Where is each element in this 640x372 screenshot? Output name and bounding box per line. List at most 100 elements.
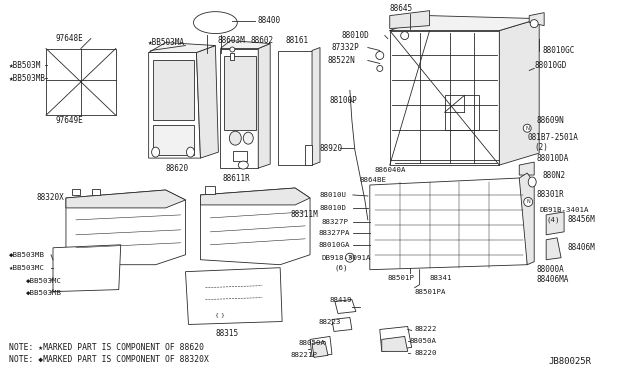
Polygon shape xyxy=(46,48,116,115)
Text: 88620: 88620 xyxy=(166,164,189,173)
Text: 97649E: 97649E xyxy=(56,116,84,125)
Polygon shape xyxy=(312,48,320,165)
Text: 88320X: 88320X xyxy=(36,193,64,202)
Text: 88501P: 88501P xyxy=(388,275,415,280)
Polygon shape xyxy=(220,41,270,48)
Polygon shape xyxy=(390,31,499,165)
Polygon shape xyxy=(152,125,195,155)
Text: ★BB503M: ★BB503M xyxy=(9,61,42,70)
Polygon shape xyxy=(234,151,247,161)
Text: 88301R: 88301R xyxy=(536,190,564,199)
Text: 886040A: 886040A xyxy=(375,167,406,173)
Polygon shape xyxy=(258,44,270,168)
Text: 88161: 88161 xyxy=(285,36,308,45)
Text: ★BB503MA: ★BB503MA xyxy=(148,38,185,47)
Polygon shape xyxy=(390,16,539,31)
Text: 88000A: 88000A xyxy=(536,265,564,274)
Text: DB91B-3401A: DB91B-3401A xyxy=(539,207,589,213)
Ellipse shape xyxy=(193,12,237,33)
Text: 88010D: 88010D xyxy=(342,31,370,40)
Text: ◆BB503MB: ◆BB503MB xyxy=(9,252,45,258)
Text: 88315: 88315 xyxy=(216,329,239,338)
Text: { }: { } xyxy=(216,312,225,317)
Text: NOTE: ◆MARKED PART IS COMPONENT OF 88320X: NOTE: ◆MARKED PART IS COMPONENT OF 88320… xyxy=(9,355,209,364)
Text: 88602: 88602 xyxy=(250,36,273,45)
Text: 88341: 88341 xyxy=(429,275,452,280)
Text: 88221P: 88221P xyxy=(290,352,317,358)
Ellipse shape xyxy=(230,47,235,52)
Polygon shape xyxy=(499,19,539,165)
Polygon shape xyxy=(332,318,352,331)
Polygon shape xyxy=(335,299,356,314)
Ellipse shape xyxy=(524,124,531,132)
Polygon shape xyxy=(72,189,80,195)
Text: 88419: 88419 xyxy=(330,296,353,302)
Polygon shape xyxy=(519,173,534,265)
Text: 88010U: 88010U xyxy=(320,192,347,198)
Ellipse shape xyxy=(346,253,355,262)
Text: ◆BB503MC: ◆BB503MC xyxy=(26,278,62,283)
Ellipse shape xyxy=(229,131,241,145)
Text: 88223: 88223 xyxy=(318,320,340,326)
Polygon shape xyxy=(220,48,258,168)
Text: 88010GC: 88010GC xyxy=(542,46,575,55)
Text: N: N xyxy=(526,199,530,205)
Polygon shape xyxy=(92,189,100,195)
Ellipse shape xyxy=(528,177,536,187)
Polygon shape xyxy=(200,188,310,205)
Text: 88050A: 88050A xyxy=(410,339,436,344)
Text: 88406MA: 88406MA xyxy=(536,275,568,284)
Text: 88220: 88220 xyxy=(415,350,437,356)
Text: 88645: 88645 xyxy=(390,4,413,13)
Text: 8864BE: 8864BE xyxy=(360,177,387,183)
Polygon shape xyxy=(230,52,234,61)
Polygon shape xyxy=(53,245,121,292)
Text: N: N xyxy=(348,255,352,260)
Polygon shape xyxy=(529,13,544,26)
Text: 88920: 88920 xyxy=(320,144,343,153)
Text: JB80025R: JB80025R xyxy=(548,357,591,366)
Text: 88522N: 88522N xyxy=(328,56,356,65)
Ellipse shape xyxy=(530,20,538,28)
Text: 88609N: 88609N xyxy=(536,116,564,125)
Text: 87332P: 87332P xyxy=(332,43,360,52)
Polygon shape xyxy=(148,42,216,52)
Text: 88010GA: 88010GA xyxy=(318,242,349,248)
Text: 88603M: 88603M xyxy=(218,36,245,45)
Polygon shape xyxy=(148,52,200,158)
Polygon shape xyxy=(546,212,564,235)
Text: 88311M: 88311M xyxy=(290,211,318,219)
Polygon shape xyxy=(200,188,310,265)
Text: 88406M: 88406M xyxy=(567,243,595,252)
Text: ★BB503MB: ★BB503MB xyxy=(9,74,46,83)
Text: (2): (2) xyxy=(534,142,548,152)
Polygon shape xyxy=(445,95,479,130)
Polygon shape xyxy=(66,190,186,265)
Polygon shape xyxy=(205,186,216,194)
Polygon shape xyxy=(186,268,282,324)
Polygon shape xyxy=(66,190,186,208)
Polygon shape xyxy=(390,11,429,29)
Text: 88100P: 88100P xyxy=(330,96,358,105)
Text: 88327PA: 88327PA xyxy=(318,230,349,236)
Text: 88456M: 88456M xyxy=(567,215,595,224)
Text: 88050A: 88050A xyxy=(298,340,325,346)
Ellipse shape xyxy=(186,147,195,157)
Text: ◆BB503MB: ◆BB503MB xyxy=(26,289,62,296)
Text: 880N2: 880N2 xyxy=(542,170,565,180)
Text: 88400: 88400 xyxy=(257,16,280,25)
Text: 88222: 88222 xyxy=(415,327,437,333)
Polygon shape xyxy=(310,336,332,356)
Ellipse shape xyxy=(243,132,253,144)
Polygon shape xyxy=(370,178,527,270)
Text: (4): (4) xyxy=(546,217,559,223)
Text: 97648E: 97648E xyxy=(56,34,84,43)
Text: 88010D: 88010D xyxy=(320,205,347,211)
Text: N: N xyxy=(525,126,529,131)
Ellipse shape xyxy=(152,147,159,157)
Polygon shape xyxy=(382,336,408,352)
Polygon shape xyxy=(519,162,534,175)
Text: (6): (6) xyxy=(335,264,348,271)
Text: DB918-3091A: DB918-3091A xyxy=(322,255,371,261)
Text: 081B7-2501A: 081B7-2501A xyxy=(527,133,578,142)
